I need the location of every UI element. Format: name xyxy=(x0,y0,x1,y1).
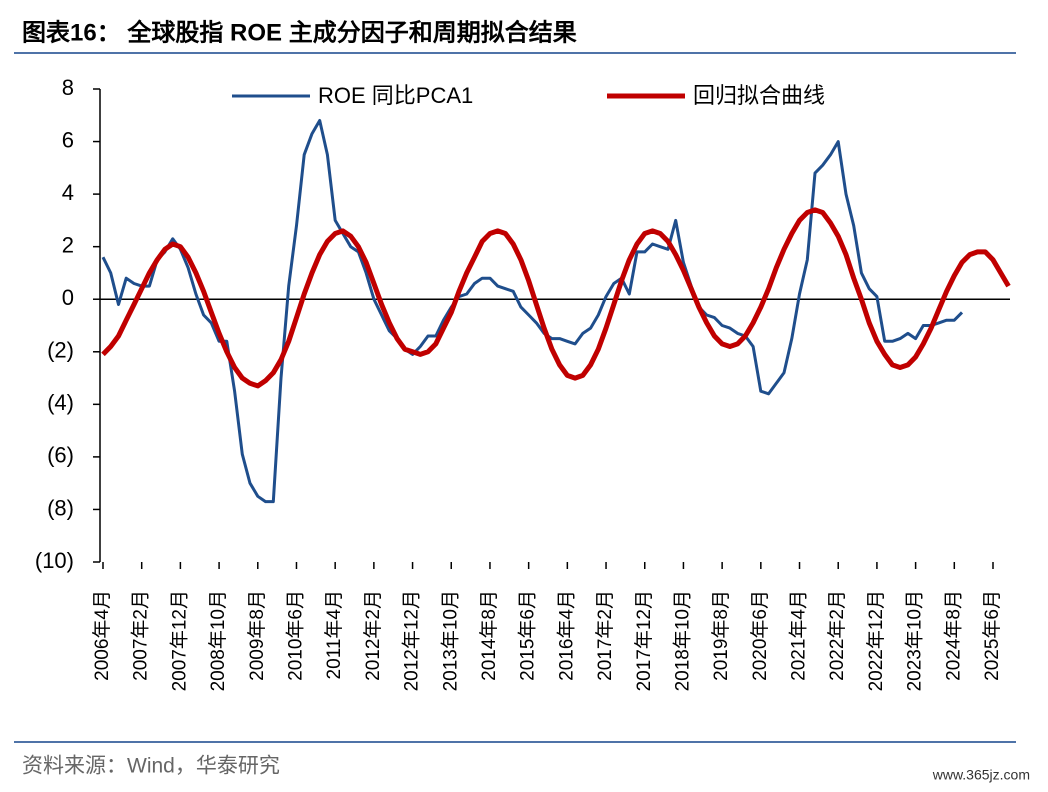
watermark: www.365jz.com xyxy=(932,767,1030,783)
x-tick-label: 2014年8月 xyxy=(478,590,500,681)
x-tick-label: 2017年2月 xyxy=(594,590,616,681)
chart-title: 图表16： 全球股指 ROE 主成分因子和周期拟合结果 xyxy=(22,18,577,46)
x-tick-label: 2011年4月 xyxy=(323,590,345,679)
x-tick-label: 2019年8月 xyxy=(710,590,732,681)
y-tick-label: (10) xyxy=(35,548,74,573)
x-tick-label: 2007年12月 xyxy=(168,590,190,691)
x-tick-label: 2023年10月 xyxy=(904,590,926,691)
x-tick-label: 2012年2月 xyxy=(362,590,384,681)
x-tick-label: 2022年2月 xyxy=(826,590,848,681)
legend-label: 回归拟合曲线 xyxy=(693,83,825,108)
x-tick-label: 2020年6月 xyxy=(749,590,771,681)
source: 资料来源：Wind，华泰研究 xyxy=(22,755,280,778)
y-tick-label: (6) xyxy=(47,443,74,468)
y-tick-label: (2) xyxy=(47,338,74,363)
series-line xyxy=(101,119,964,504)
x-tick-label: 2009年8月 xyxy=(246,590,268,681)
x-tick-label: 2018年10月 xyxy=(671,590,693,691)
x-tick-label: 2012年12月 xyxy=(401,590,423,691)
y-tick-label: (4) xyxy=(47,390,74,415)
y-tick-label: 6 xyxy=(62,127,74,152)
x-tick-label: 2024年8月 xyxy=(942,590,964,681)
x-tick-label: 2010年6月 xyxy=(284,590,306,681)
y-tick-label: 2 xyxy=(62,232,74,257)
x-tick-label: 2008年10月 xyxy=(207,590,229,691)
x-tick-label: 2016年4月 xyxy=(555,590,577,681)
x-tick-label: 2013年10月 xyxy=(439,590,461,691)
x-tick-label: 2021年4月 xyxy=(788,590,810,681)
y-tick-label: 8 xyxy=(62,75,74,100)
x-tick-label: 2017年12月 xyxy=(633,590,655,691)
x-tick-label: 2025年6月 xyxy=(981,590,1003,681)
x-tick-label: 2022年12月 xyxy=(865,590,887,691)
x-tick-label: 2006年4月 xyxy=(91,590,113,681)
y-tick-label: 0 xyxy=(62,285,74,310)
y-tick-label: (8) xyxy=(47,495,74,520)
legend-label: ROE 同比PCA1 xyxy=(318,83,473,108)
series-line xyxy=(101,207,1011,389)
x-tick-label: 2015年6月 xyxy=(517,590,539,681)
y-tick-label: 4 xyxy=(62,180,74,205)
x-tick-label: 2007年2月 xyxy=(130,590,152,681)
